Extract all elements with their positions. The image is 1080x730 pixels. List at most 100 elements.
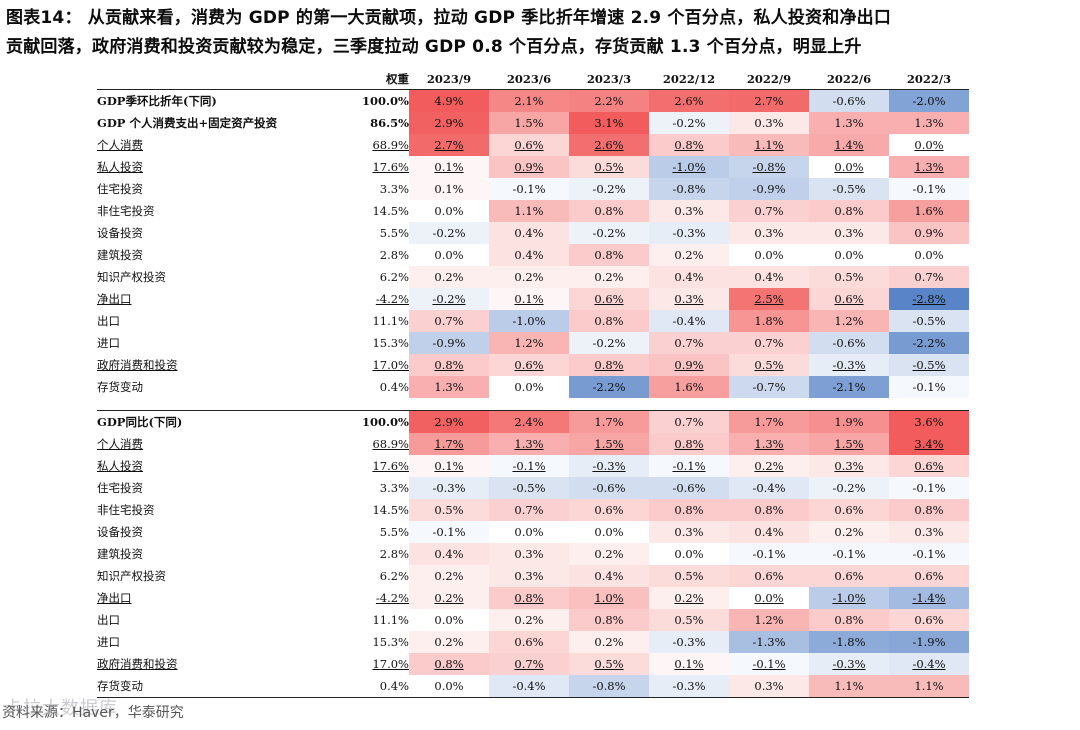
- figure-title-line-2: 贡献回落，政府消费和投资贡献较为稳定，三季度拉动 GDP 0.8 个百分点，存货…: [6, 37, 862, 57]
- value-cell: -1.0%: [489, 310, 569, 332]
- value-cell: 0.3%: [489, 565, 569, 587]
- table-row: 存货变动 0.4% 1.3% 0.0% -2.2% 1.6% -0.7% -2.1% -0.1%: [97, 376, 969, 398]
- value-cell: 0.5%: [409, 499, 489, 521]
- value-cell: 3.4%: [889, 433, 969, 455]
- value-cell: -0.5%: [889, 354, 969, 376]
- value-cell: 0.8%: [569, 244, 649, 266]
- value-cell: 0.4%: [729, 266, 809, 288]
- row-weight: 100.0%: [362, 94, 409, 108]
- source-note: 资料来源：Haver，华泰研究: [2, 705, 184, 721]
- row-label: 知识产权投资: [97, 270, 166, 284]
- value-cell: -0.1%: [489, 455, 569, 477]
- table-body: GDP季环比折年(下同) 100.0% 4.9% 2.1% 2.2% 2.6% 2.7% -0…: [97, 89, 969, 698]
- value-cell: 0.6%: [569, 499, 649, 521]
- value-cell: -0.5%: [809, 178, 889, 200]
- value-cell: 0.3%: [809, 222, 889, 244]
- value-cell: 0.6%: [889, 565, 969, 587]
- value-cell: 0.9%: [649, 354, 729, 376]
- value-cell: 0.7%: [729, 332, 809, 354]
- table-row: 进口 15.3% 0.2% 0.6% 0.2% -0.3% -1.3% -1.8% -1.9%: [97, 631, 969, 653]
- value-cell: 0.2%: [569, 543, 649, 565]
- row-weight: 17.6%: [372, 459, 409, 473]
- value-cell: -0.2%: [809, 477, 889, 499]
- row-weight: 68.9%: [372, 437, 409, 451]
- row-weight: 11.1%: [372, 314, 409, 328]
- value-cell: 0.2%: [569, 631, 649, 653]
- row-label: 存货变动: [97, 380, 143, 394]
- row-label: 建筑投资: [97, 547, 143, 561]
- value-cell: 3.1%: [569, 112, 649, 134]
- value-cell: 0.7%: [649, 332, 729, 354]
- value-cell: 0.3%: [729, 112, 809, 134]
- row-label: 私人投资: [97, 459, 143, 473]
- value-cell: 0.1%: [649, 653, 729, 675]
- value-cell: 2.4%: [489, 410, 569, 433]
- value-cell: -0.9%: [409, 332, 489, 354]
- value-cell: -0.1%: [649, 455, 729, 477]
- value-cell: 1.4%: [809, 134, 889, 156]
- value-cell: 2.1%: [489, 89, 569, 112]
- value-cell: 0.6%: [809, 288, 889, 310]
- value-cell: 0.1%: [409, 178, 489, 200]
- value-cell: 0.0%: [569, 521, 649, 543]
- row-weight: 5.5%: [379, 525, 409, 539]
- table-row: 住宅投资 3.3% 0.1% -0.1% -0.2% -0.8% -0.9% -0.5% -0.…: [97, 178, 969, 200]
- value-cell: 0.0%: [409, 609, 489, 631]
- value-cell: 0.0%: [409, 200, 489, 222]
- section-gap: [97, 398, 969, 411]
- row-weight: 14.5%: [372, 204, 409, 218]
- row-label: 个人消费: [97, 138, 143, 152]
- value-cell: -0.6%: [809, 332, 889, 354]
- value-cell: -0.1%: [489, 178, 569, 200]
- table-row: 存货变动 0.4% 0.0% -0.4% -0.8% -0.3% 0.3% 1.1% 1.1%: [97, 675, 969, 698]
- value-cell: 0.8%: [409, 653, 489, 675]
- value-cell: -2.8%: [889, 288, 969, 310]
- row-label: GDP 个人消费支出+固定资产投资: [97, 116, 278, 130]
- value-cell: 0.4%: [729, 521, 809, 543]
- row-weight: 0.4%: [379, 380, 409, 394]
- value-cell: -0.2%: [409, 222, 489, 244]
- header-col-4: 2022/9: [729, 69, 809, 90]
- table-row: 住宅投资 3.3% -0.3% -0.5% -0.6% -0.6% -0.4% -0.2% -0…: [97, 477, 969, 499]
- row-label: GDP季环比折年(下同): [97, 94, 217, 108]
- value-cell: 0.0%: [729, 587, 809, 609]
- value-cell: 0.5%: [729, 354, 809, 376]
- value-cell: 0.6%: [489, 354, 569, 376]
- row-label: 出口: [97, 314, 120, 328]
- value-cell: 0.6%: [889, 609, 969, 631]
- value-cell: 0.2%: [649, 244, 729, 266]
- value-cell: -0.3%: [809, 354, 889, 376]
- value-cell: 0.3%: [649, 200, 729, 222]
- value-cell: 0.0%: [489, 376, 569, 398]
- value-cell: 0.0%: [649, 543, 729, 565]
- value-cell: -0.1%: [409, 521, 489, 543]
- value-cell: -1.8%: [809, 631, 889, 653]
- row-weight: 17.0%: [372, 358, 409, 372]
- row-weight: 68.9%: [372, 138, 409, 152]
- value-cell: -0.3%: [649, 631, 729, 653]
- value-cell: -0.1%: [729, 543, 809, 565]
- header-col-0: 2023/9: [409, 69, 489, 90]
- row-label: 存货变动: [97, 675, 344, 698]
- table-row: 净出口 -4.2% 0.2% 0.8% 1.0% 0.2% 0.0% -1.0% -1.4%: [97, 587, 969, 609]
- section-gap-cell: [97, 398, 969, 411]
- value-cell: 0.4%: [649, 266, 729, 288]
- value-cell: 2.7%: [409, 134, 489, 156]
- row-weight: 86.5%: [370, 116, 409, 130]
- value-cell: -0.6%: [649, 477, 729, 499]
- row-weight: 17.6%: [372, 160, 409, 174]
- row-label: 设备投资: [97, 525, 143, 539]
- value-cell: 0.7%: [409, 310, 489, 332]
- value-cell: 0.5%: [649, 609, 729, 631]
- value-cell: 0.2%: [649, 587, 729, 609]
- value-cell: 3.6%: [889, 410, 969, 433]
- value-cell: -2.0%: [889, 89, 969, 112]
- table-row: 知识产权投资 6.2% 0.2% 0.2% 0.2% 0.4% 0.4% 0.5% 0.7%: [97, 266, 969, 288]
- value-cell: 0.3%: [729, 675, 809, 698]
- value-cell: 0.2%: [569, 266, 649, 288]
- value-cell: 0.0%: [809, 244, 889, 266]
- value-cell: -0.2%: [409, 288, 489, 310]
- table-row: GDP 个人消费支出+固定资产投资 86.5% 2.9% 1.5% 3.1% -0.2% 0…: [97, 112, 969, 134]
- value-cell: 0.8%: [729, 499, 809, 521]
- table-row: 个人消费 68.9% 2.7% 0.6% 2.6% 0.8% 1.1% 1.4% 0.0%: [97, 134, 969, 156]
